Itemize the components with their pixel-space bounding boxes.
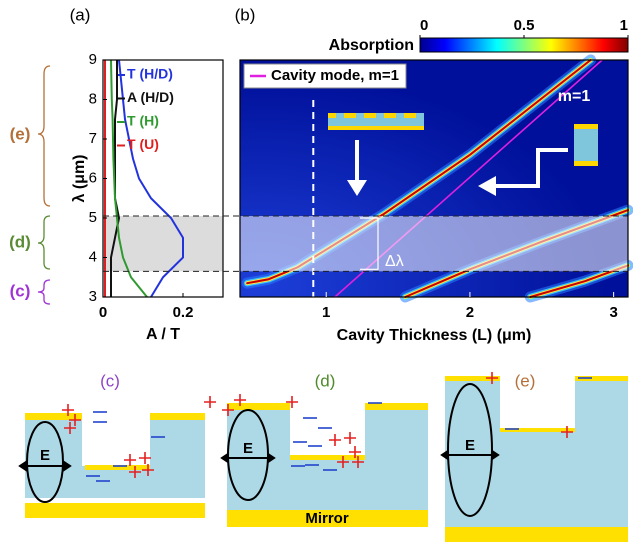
colorbar-tick-label: 0 [420, 17, 428, 34]
x-tick-label: 3 [609, 304, 617, 321]
film-icon [574, 124, 598, 166]
side-label: (c) [10, 281, 31, 300]
panel-label: (b) [235, 5, 256, 24]
y-tick-label: 3 [89, 288, 97, 305]
film-bottom [574, 161, 598, 166]
field-label: E [243, 440, 253, 457]
y-tick-label: 6 [89, 169, 97, 186]
annotation: m=1 [558, 88, 591, 105]
x-axis-label: A / T [146, 326, 180, 343]
y-tick-label: 7 [89, 130, 97, 147]
panel-label: (a) [70, 5, 91, 24]
diagram-label: (c) [100, 371, 120, 390]
legend-label: T (U) [127, 136, 159, 152]
y-tick-label: 4 [89, 248, 97, 265]
x-tick-label: 0.2 [173, 304, 194, 321]
y-tick-label: 5 [89, 209, 97, 226]
side-label: (e) [10, 124, 31, 143]
legend-label: T (H/D) [127, 66, 173, 82]
diagram-d [222, 402, 428, 527]
legend-label: A (H/D) [127, 89, 174, 105]
diagram-label: (e) [515, 371, 536, 390]
y-tick-label: 9 [89, 51, 97, 68]
band [240, 216, 628, 271]
page: (a) (b) (e) (d) (c) (c) (d) (e) E E E Mi… [0, 0, 633, 542]
y-tick-label: 8 [89, 90, 97, 107]
brackets [38, 66, 50, 304]
colorbar-label: Absorption [329, 37, 414, 54]
grating-base [328, 126, 424, 130]
diagram-e [442, 375, 628, 542]
substrate-label: Mirror [305, 510, 349, 527]
x-axis-label: Cavity Thickness (L) (μm) [337, 327, 532, 344]
x-tick-label: 2 [466, 304, 474, 321]
legend-label: Cavity mode, m=1 [271, 67, 399, 84]
field-label: E [40, 447, 50, 464]
annotation: Δλ [385, 253, 404, 270]
x-tick-label: 0 [99, 304, 107, 321]
figure: (a) (b) (e) (d) (c) (c) (d) (e) E E E Mi… [0, 0, 633, 542]
y-axis-label: λ (μm) [71, 154, 88, 202]
colorbar [420, 38, 628, 52]
x-tick-label: 1 [322, 304, 330, 321]
diagram-label: (d) [315, 371, 336, 390]
film-top [574, 124, 598, 129]
field-label: E [465, 437, 475, 454]
side-label: (d) [9, 232, 31, 251]
colorbar-tick-label: 1 [620, 17, 628, 34]
diagram-c [20, 412, 205, 518]
colorbar-tick-label: 0.5 [514, 17, 535, 34]
legend-label: T (H) [127, 113, 159, 129]
plus-charge [204, 396, 216, 408]
